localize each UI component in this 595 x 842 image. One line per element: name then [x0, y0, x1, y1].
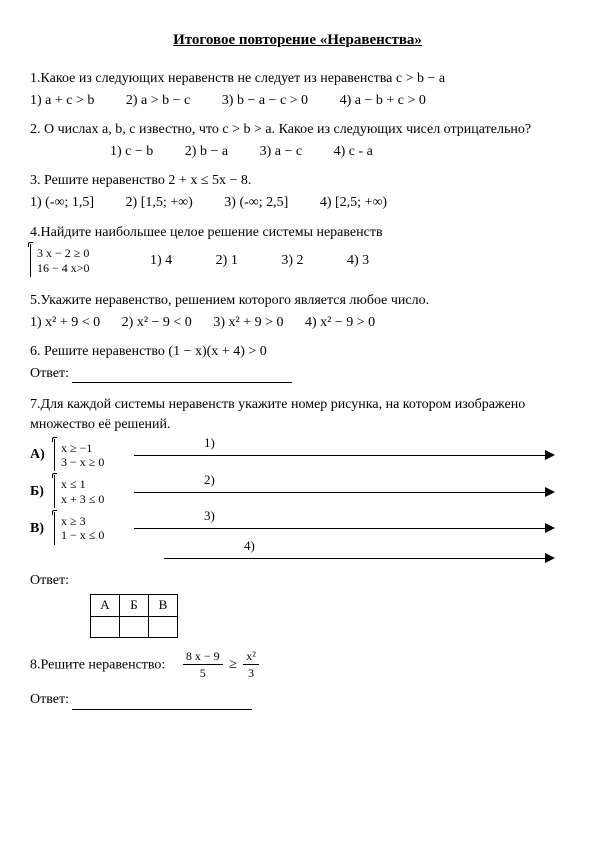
q1-options: 1) a + c > b 2) a > b − c 3) b − a − c >…	[30, 91, 565, 111]
q2-opt4: 4) c - a	[334, 144, 373, 159]
q1-opt4: 4) a − b + c > 0	[340, 93, 426, 108]
q7-answer: Ответ:	[30, 571, 565, 591]
q7-a-label: А)	[30, 445, 54, 465]
q7-num-1: 1)	[204, 434, 215, 452]
q7-col-v: В	[149, 595, 178, 616]
q8-label: 8.Решите неравенство:	[30, 657, 165, 672]
q4-text: 4.Найдите наибольшее целое решение систе…	[30, 223, 565, 243]
q7-v-l1: x ≥ 3	[61, 514, 104, 528]
q7-arrow-3: 3)	[134, 519, 565, 537]
q3-text: 3. Решите неравенство 2 + x ≤ 5x − 8.	[30, 171, 565, 191]
q8-text: 8.Решите неравенство: 8 x − 9 5 ≥ x² 3	[30, 648, 565, 683]
q7-cell-b[interactable]	[120, 616, 149, 637]
q3-opt2: 2) [1,5; +∞)	[126, 195, 193, 210]
q2-opt3: 3) a − c	[260, 144, 303, 159]
q7-v-l2: 1 − x ≤ 0	[61, 528, 104, 542]
q7-cell-a[interactable]	[91, 616, 120, 637]
q6-answer-label: Ответ:	[30, 366, 69, 381]
q6-answer: Ответ:	[30, 364, 565, 384]
q7-row-a: А) x ≥ −1 3 − x ≥ 0 1)	[30, 439, 565, 472]
q3-opt3: 3) (-∞; 2,5]	[224, 195, 288, 210]
q8-frac2-num: x²	[243, 648, 259, 666]
q4-opt1: 1) 4	[150, 253, 172, 268]
q4-opt3: 3) 2	[281, 253, 303, 268]
q4-opt4: 4) 3	[347, 253, 369, 268]
q7-row-4: 4)	[30, 549, 565, 567]
q5-opt3: 3) x² + 9 > 0	[213, 315, 283, 330]
q7-b-l1: x ≤ 1	[61, 477, 104, 491]
answer-blank[interactable]	[72, 697, 252, 710]
q7-answer-table: А Б В	[90, 594, 565, 637]
q7-row-b: Б) x ≤ 1 x + 3 ≤ 0 2)	[30, 475, 565, 508]
page-title: Итоговое повторение «Неравенства»	[30, 30, 565, 51]
q7-b-l2: x + 3 ≤ 0	[61, 492, 104, 506]
q2-opt2: 2) b − a	[185, 144, 228, 159]
q7-text: 7.Для каждой системы неравенств укажите …	[30, 395, 565, 434]
q3-opt4: 4) [2,5; +∞)	[320, 195, 387, 210]
q7-cell-v[interactable]	[149, 616, 178, 637]
q5-opt1: 1) x² + 9 < 0	[30, 315, 100, 330]
q7-answer-label: Ответ:	[30, 573, 69, 588]
q8-frac1-num: 8 x − 9	[183, 648, 223, 666]
q4-sys-line1: 3 x − 2 ≥ 0	[37, 246, 90, 260]
q4-system: 3 x − 2 ≥ 0 16 − 4 x>0	[30, 244, 90, 277]
q5-options: 1) x² + 9 < 0 2) x² − 9 < 0 3) x² + 9 > …	[30, 313, 565, 333]
q6-text: 6. Решите неравенство (1 − x)(x + 4) > 0	[30, 342, 565, 362]
q4-row: 3 x − 2 ≥ 0 16 − 4 x>0 1) 4 2) 1 3) 2 4)…	[30, 244, 565, 277]
q7-b-label: Б)	[30, 482, 54, 502]
q5-opt4: 4) x² − 9 > 0	[305, 315, 375, 330]
q8-frac2: x² 3	[243, 648, 259, 683]
q8-answer: Ответ:	[30, 690, 565, 710]
q8-frac1-den: 5	[183, 665, 223, 682]
q5-opt2: 2) x² − 9 < 0	[122, 315, 192, 330]
q7-num-4: 4)	[244, 537, 255, 555]
q7-arrow-2: 2)	[134, 483, 565, 501]
q7-a-system: x ≥ −1 3 − x ≥ 0	[54, 439, 104, 472]
q8-frac1: 8 x − 9 5	[183, 648, 223, 683]
q7-col-b: Б	[120, 595, 149, 616]
q1-text: 1.Какое из следующих неравенств не следу…	[30, 69, 565, 89]
q7-a-l1: x ≥ −1	[61, 441, 104, 455]
q5-text: 5.Укажите неравенство, решением которого…	[30, 291, 565, 311]
q3-opt1: 1) (-∞; 1,5]	[30, 195, 94, 210]
q7-col-a: А	[91, 595, 120, 616]
q1-opt1: 1) a + c > b	[30, 93, 94, 108]
q7-arrow-4: 4)	[134, 549, 565, 567]
q2-text: 2. О числах a, b, c известно, что c > b …	[30, 120, 565, 140]
q4-options: 1) 4 2) 1 3) 2 4) 3	[150, 251, 565, 271]
q7-v-system: x ≥ 3 1 − x ≤ 0	[54, 512, 104, 545]
answer-blank[interactable]	[72, 370, 292, 383]
q8-answer-label: Ответ:	[30, 692, 69, 707]
q2-opt1: 1) c − b	[110, 144, 153, 159]
q3-options: 1) (-∞; 1,5] 2) [1,5; +∞) 3) (-∞; 2,5] 4…	[30, 193, 565, 213]
q4-opt2: 2) 1	[216, 253, 238, 268]
q1-opt3: 3) b − a − c > 0	[222, 93, 308, 108]
q7-num-3: 3)	[204, 507, 215, 525]
q8-op: ≥	[229, 657, 237, 672]
q7-num-2: 2)	[204, 471, 215, 489]
q7-b-system: x ≤ 1 x + 3 ≤ 0	[54, 475, 104, 508]
q7-arrow-1: 1)	[134, 446, 565, 464]
q7-v-label: В)	[30, 519, 54, 539]
q2-options: 1) c − b 2) b − a 3) a − c 4) c - a	[30, 142, 565, 162]
q7-row-v: В) x ≥ 3 1 − x ≤ 0 3)	[30, 512, 565, 545]
q8-frac2-den: 3	[243, 665, 259, 682]
q7-a-l2: 3 − x ≥ 0	[61, 455, 104, 469]
q1-opt2: 2) a > b − c	[126, 93, 190, 108]
q4-sys-line2: 16 − 4 x>0	[37, 261, 90, 275]
